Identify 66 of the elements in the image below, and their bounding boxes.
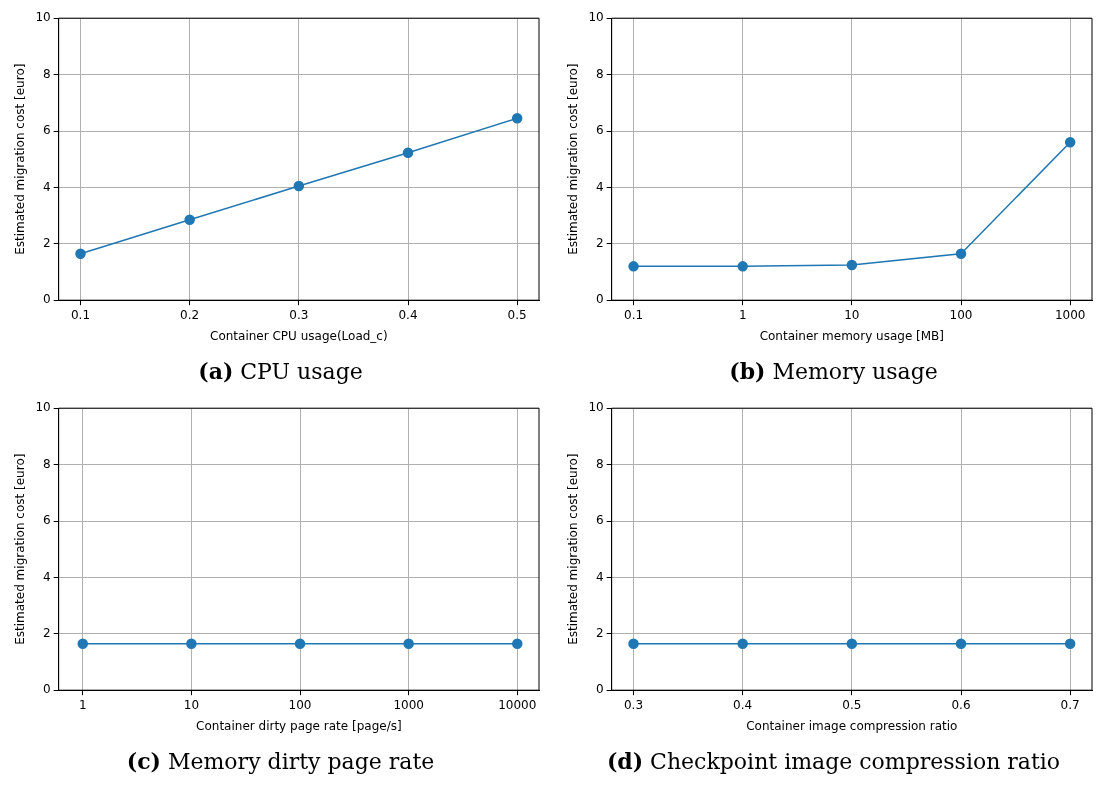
x-axis-title: Container image compression ratio: [746, 718, 958, 733]
x-tick-label: 100: [288, 697, 312, 712]
y-tick-label: 10: [35, 10, 51, 25]
x-axis-title: Container memory usage [MB]: [759, 328, 945, 343]
y-tick-label: 10: [588, 10, 604, 25]
x-tick-label: 0.1: [624, 307, 644, 322]
text: (a) CPU usage: [198, 358, 363, 384]
text: (b) Memory usage: [729, 358, 938, 384]
y-tick-label: 6: [596, 123, 604, 138]
y-tick-label: 0: [596, 292, 604, 307]
point: [511, 113, 523, 124]
y-axis-title: Estimated migration cost [euro]: [13, 63, 28, 255]
y-tick-label: 2: [43, 625, 51, 640]
y-tick-label: 10: [588, 400, 604, 415]
point: [955, 248, 967, 259]
x-tick-label: 0.3: [623, 697, 644, 712]
x-tick-label: 0.7: [1060, 697, 1080, 712]
x-tick-label: 1000: [1054, 307, 1086, 322]
y-tick-label: 0: [596, 682, 604, 697]
x-tick-label: 0.5: [507, 307, 527, 322]
x-tick-label: 0.3: [289, 307, 309, 322]
y-tick-label: 4: [43, 569, 51, 584]
x-axis-title: Container CPU usage(Load_c): [210, 328, 388, 343]
y-tick-label: 8: [43, 456, 51, 471]
point: [293, 180, 305, 192]
point: [737, 261, 748, 272]
y-tick-label: 4: [43, 179, 51, 194]
y-tick-label: 2: [43, 235, 51, 250]
x-tick-label: 0.6: [951, 697, 971, 712]
y-tick-label: 2: [596, 235, 604, 250]
y-tick-label: 0: [43, 682, 51, 697]
x-tick-label: 1: [738, 307, 747, 322]
x-tick-label: 0.1: [70, 307, 91, 322]
point: [184, 214, 195, 226]
point: [402, 147, 414, 158]
y-tick-label: 10: [35, 400, 51, 415]
point: [628, 261, 639, 272]
text: (d) Checkpoint image compression ratio: [606, 748, 1061, 774]
y-tick-label: 6: [596, 513, 604, 528]
y-tick-label: 8: [596, 66, 604, 81]
y-tick-label: 6: [43, 123, 51, 138]
y-axis-title: Estimated migration cost [euro]: [13, 453, 28, 645]
x-tick-label: 0.5: [842, 697, 862, 712]
y-tick-label: 0: [43, 292, 51, 307]
y-tick-label: 8: [596, 456, 604, 471]
x-axis-title: Container dirty page rate [page/s]: [196, 718, 402, 733]
x-tick-label: 10000: [498, 697, 537, 712]
x-tick-label: 0.4: [733, 697, 753, 712]
x-tick-label: 0.2: [180, 307, 200, 322]
y-tick-label: 4: [596, 569, 604, 584]
y-axis-title: Estimated migration cost [euro]: [566, 453, 581, 645]
point: [846, 259, 858, 271]
y-tick-label: 4: [596, 179, 604, 194]
x-tick-label: 0.4: [398, 307, 418, 322]
y-tick-label: 2: [596, 625, 604, 640]
text: (c) Memory dirty page rate: [126, 748, 435, 774]
x-tick-label: 10: [183, 697, 200, 712]
point: [1064, 137, 1076, 148]
x-tick-label: 10: [844, 307, 860, 322]
point: [75, 248, 86, 259]
x-tick-label: 100: [949, 307, 973, 322]
x-tick-label: 1000: [393, 697, 424, 712]
y-axis-title: Estimated migration cost [euro]: [566, 63, 581, 255]
y-tick-label: 8: [43, 66, 51, 81]
x-tick-label: 1: [78, 697, 87, 712]
y-tick-label: 6: [43, 513, 51, 528]
